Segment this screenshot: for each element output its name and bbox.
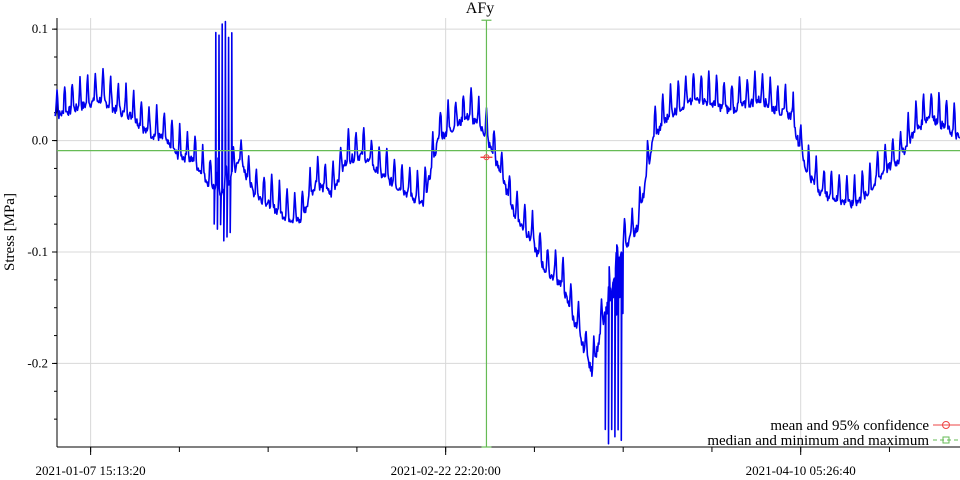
- axes: 0.1 0.0 -0.1 -0.2 2021-01-07 15:13:20 2021-02…: [27, 18, 960, 478]
- grid: [57, 18, 960, 447]
- y-tick-label: 0.1: [32, 21, 48, 36]
- y-tick-label: -0.1: [27, 244, 48, 259]
- legend-marker-mean: [942, 421, 950, 429]
- legend-marker-median: [942, 436, 950, 444]
- legend: mean and 95% confidence median and minim…: [707, 418, 960, 449]
- mean-marker: [483, 154, 490, 161]
- series-line: [54, 20, 960, 445]
- series-path: [54, 20, 960, 445]
- statistics-markers: [57, 19, 960, 448]
- legend-entry-mean: mean and 95% confidence: [770, 418, 929, 434]
- chart-title: AFy: [466, 0, 494, 17]
- y-axis-label: Stress [MPa]: [2, 193, 18, 271]
- legend-entry-median: median and minimum and maximum: [707, 433, 929, 449]
- x-tick-label: 2021-01-07 15:13:20: [36, 463, 146, 478]
- x-tick-label: 2021-02-22 22:20:00: [391, 463, 501, 478]
- y-tick-label: 0.0: [32, 133, 48, 148]
- x-tick-label: 2021-04-10 05:26:40: [746, 463, 856, 478]
- y-tick-label: -0.2: [27, 355, 48, 370]
